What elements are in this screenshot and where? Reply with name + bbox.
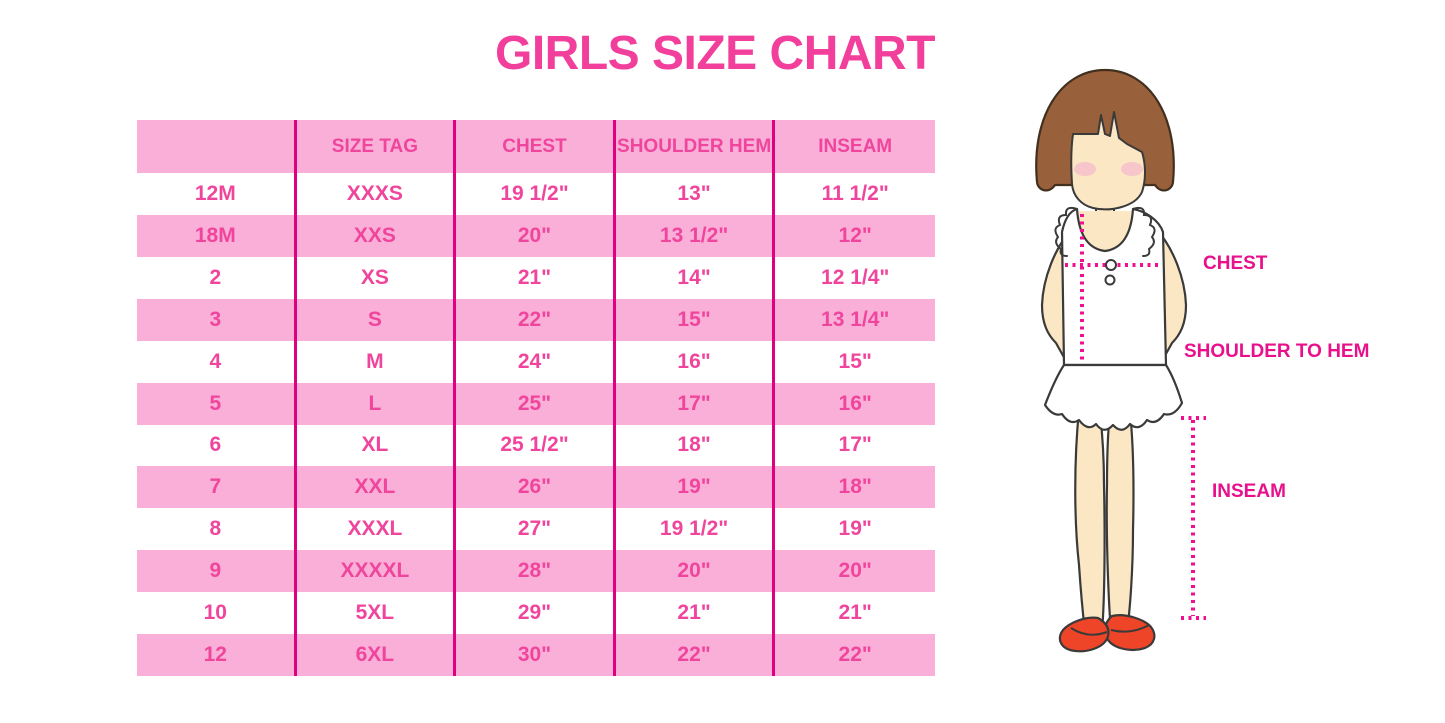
table-cell: 19 1/2"	[456, 173, 616, 215]
header-cell: INSEAM	[775, 120, 935, 173]
table-cell: XXS	[296, 214, 457, 257]
table-cell: 30"	[456, 634, 616, 676]
table-cell: 19 1/2"	[615, 508, 776, 551]
girl-bodice	[1060, 207, 1168, 367]
table-cell: M	[296, 340, 457, 383]
table-cell: 13"	[615, 173, 776, 215]
table-cell: 20"	[456, 214, 616, 257]
table-cell: 2	[137, 256, 297, 299]
table-cell: 8	[137, 508, 297, 551]
girl-blush-left	[1074, 162, 1096, 176]
table-cell: 13 1/2"	[615, 214, 776, 257]
table-cell: XXXXL	[296, 550, 457, 593]
header-cell: CHEST	[456, 120, 616, 173]
table-cell: 10	[137, 592, 297, 635]
table-cell: 17"	[775, 424, 935, 467]
table-cell: 3	[137, 298, 297, 341]
girl-shoe-right-strap	[1110, 624, 1150, 633]
table-cell: 21"	[775, 592, 935, 635]
table-cell: 28"	[456, 550, 616, 593]
table-cell: 21"	[615, 592, 776, 635]
table-cell: 12M	[137, 173, 297, 215]
table-cell: 24"	[456, 340, 616, 383]
header-cell: SHOULDER HEM	[615, 120, 776, 173]
table-cell: XXL	[296, 466, 457, 509]
shoulder-to-hem-label: SHOULDER TO HEM	[1184, 341, 1370, 362]
girl-skirt	[1043, 363, 1184, 431]
table-cell: XL	[296, 424, 457, 467]
girl-ruffle-left	[1054, 206, 1078, 257]
table-cell: 27"	[456, 508, 616, 551]
table-cell: 19"	[615, 466, 776, 509]
table-cell: 19"	[775, 508, 935, 551]
page-title: GIRLS SIZE CHART	[494, 27, 936, 80]
table-cell: 20"	[615, 550, 776, 593]
girl-face	[1070, 111, 1146, 211]
table-cell: XXXS	[296, 173, 457, 215]
header-cell: SIZE TAG	[296, 120, 457, 173]
table-cell: 22"	[615, 634, 776, 676]
girl-button-bottom	[1104, 274, 1116, 286]
table-cell: 6XL	[296, 634, 457, 676]
table-cell: 5	[137, 382, 297, 425]
table-cell: 14"	[615, 256, 776, 299]
table-cell: 6	[137, 424, 297, 467]
chest-label: CHEST	[1203, 253, 1268, 274]
girl-shoe-left-strap	[1070, 627, 1108, 636]
table-cell: 29"	[456, 592, 616, 635]
table-cell: XXXL	[296, 508, 457, 551]
girl-blush-right	[1121, 162, 1143, 176]
table-cell: 18"	[615, 424, 776, 467]
table-cell: 26"	[456, 466, 616, 509]
girl-illustration	[1035, 68, 1206, 653]
table-cell: XS	[296, 256, 457, 299]
table-cell: 25"	[456, 382, 616, 425]
table-cell: 20"	[775, 550, 935, 593]
girl-ruffle-right	[1132, 206, 1156, 257]
table-cell: 15"	[775, 340, 935, 383]
table-cell: 9	[137, 550, 297, 593]
table-cell: 15"	[615, 298, 776, 341]
inseam-label: INSEAM	[1212, 481, 1286, 502]
table-cell: 13 1/4"	[775, 298, 935, 341]
inseam-measure-line	[1181, 416, 1206, 620]
table-cell: 16"	[775, 382, 935, 425]
girl-button-top	[1105, 259, 1117, 271]
girl-shoe-right	[1103, 614, 1156, 652]
girl-leg-right	[1105, 410, 1135, 634]
table-cell: 21"	[456, 256, 616, 299]
table-cell: 4	[137, 340, 297, 383]
size-table: SIZE TAG CHEST SHOULDER HEM INSEAM 12M XXXS 19…	[137, 120, 935, 676]
table-cell: 17"	[615, 382, 776, 425]
table-cell: 12 1/4"	[775, 256, 935, 299]
table-cell: 11 1/2"	[775, 173, 935, 215]
table-cell: 7	[137, 466, 297, 509]
table-cell: 12	[137, 634, 297, 676]
header-cell	[137, 120, 297, 173]
table-cell: 5XL	[296, 592, 457, 635]
table-cell: 18M	[137, 214, 297, 257]
table-cell: L	[296, 382, 457, 425]
table-cell: 25 1/2"	[456, 424, 616, 467]
table-cell: 22"	[775, 634, 935, 676]
table-cell: 12"	[775, 214, 935, 257]
girl-leg-left	[1074, 408, 1106, 634]
table-cell: 16"	[615, 340, 776, 383]
table-cell: S	[296, 298, 457, 341]
table-cell: 18"	[775, 466, 935, 509]
table-cell: 22"	[456, 298, 616, 341]
